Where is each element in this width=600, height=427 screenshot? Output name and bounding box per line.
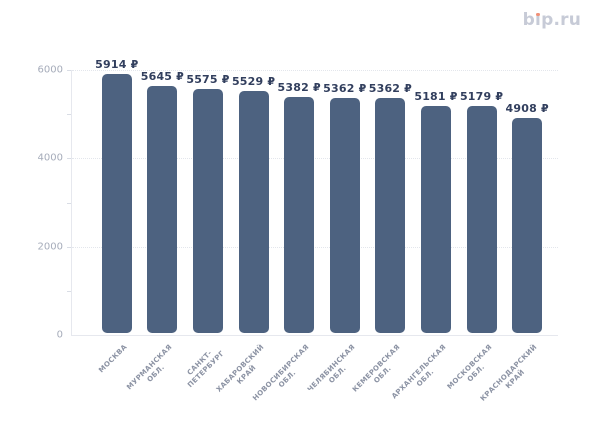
- bar[interactable]: [101, 73, 132, 333]
- bar-value-label: 5575 ₽: [186, 72, 230, 86]
- y-axis-tick: [67, 246, 71, 248]
- logo-letter-i: ı: [535, 10, 541, 30]
- category-label-line: МОСКВА: [97, 343, 129, 375]
- logo-text-pre: b: [522, 10, 536, 30]
- y-axis-label: 0: [56, 329, 63, 341]
- bar-value-label: 5529 ₽: [231, 74, 276, 88]
- logo-dotless-i: ı: [535, 10, 542, 30]
- bar[interactable]: [421, 106, 451, 333]
- y-axis-tick: [67, 114, 71, 116]
- gridline: [72, 246, 558, 248]
- bar[interactable]: [466, 106, 497, 333]
- y-axis-label: 2000: [37, 241, 63, 253]
- bar-value-label: 5382 ₽: [277, 81, 321, 95]
- bar[interactable]: [147, 85, 178, 333]
- bar-value-label: 5362 ₽: [323, 82, 367, 96]
- y-axis-label: 6000: [37, 64, 63, 76]
- bar-value-label: 5645 ₽: [140, 69, 185, 83]
- brand-logo[interactable]: bı p.ru: [523, 10, 581, 30]
- bar-value-label: 5362 ₽: [368, 82, 413, 96]
- y-axis-tick: [67, 290, 71, 292]
- y-axis-tick: [67, 70, 71, 71]
- category-label: МОСКВА: [97, 343, 129, 375]
- bar-value-label: 5179 ₽: [459, 90, 504, 104]
- logo-i-dot-icon: [536, 12, 540, 17]
- bar[interactable]: [193, 88, 223, 333]
- bar[interactable]: [329, 98, 360, 333]
- bar[interactable]: [512, 118, 543, 333]
- bar[interactable]: [238, 90, 269, 333]
- bar-value-label: 4908 ₽: [505, 102, 549, 116]
- bar[interactable]: [284, 97, 315, 333]
- y-axis-label: 4000: [37, 152, 63, 164]
- y-axis-tick: [67, 202, 71, 204]
- logo-text-post: p.ru: [541, 10, 581, 30]
- category-label: МУРМАНСКАЯ ОБЛ.: [126, 343, 181, 398]
- plot-area: 0 2000 4000 6000 5914 ₽ МОСКВА 5645 ₽ МУРМАНСКА…: [38, 58, 558, 403]
- bar-value-label: 5914 ₽: [95, 57, 139, 71]
- bar-value-label: 5181 ₽: [414, 90, 458, 104]
- gridline: [72, 70, 558, 71]
- bar[interactable]: [375, 98, 406, 333]
- y-axis-tick: [67, 158, 71, 160]
- gridline: [72, 158, 558, 160]
